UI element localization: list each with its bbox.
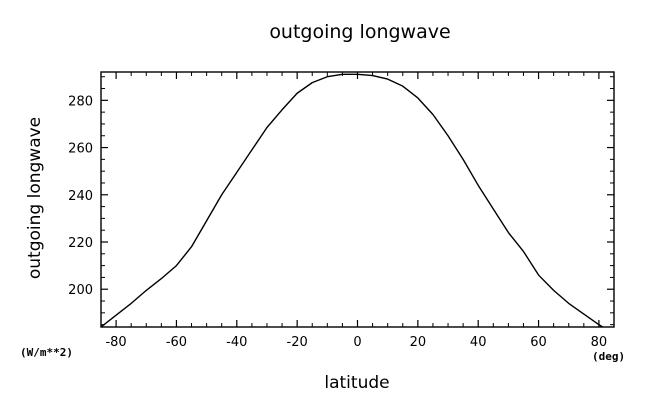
- x-tick-label: -80: [105, 335, 126, 350]
- y-tick-label: 240: [68, 189, 93, 204]
- x-tick-label: 80: [591, 335, 608, 350]
- x-tick-label: -20: [287, 335, 308, 350]
- plot-frame: [100, 71, 615, 328]
- y-axis-label: outgoing longwave: [25, 117, 45, 279]
- chart-title: outgoing longwave: [269, 21, 450, 43]
- y-tick-label: 260: [68, 142, 93, 157]
- x-tick-label: 20: [410, 335, 427, 350]
- y-axis-unit: (W/m**2): [20, 346, 73, 359]
- x-tick-label: 60: [530, 335, 547, 350]
- x-tick-label: 40: [470, 335, 487, 350]
- x-tick-label: 0: [353, 335, 361, 350]
- series-line-1: [101, 73, 605, 327]
- y-tick-label: 280: [68, 94, 93, 109]
- y-tick-label: 200: [68, 283, 93, 298]
- series-layer: [101, 73, 605, 327]
- x-tick-label: -40: [226, 335, 247, 350]
- axes: [100, 71, 615, 328]
- y-tick-label: 220: [68, 236, 93, 251]
- x-tick-label: -60: [166, 335, 187, 350]
- axis-ticks: -80 -60 -40 -20 0 20 40 60 80 200 220 240 260 280: [68, 72, 615, 350]
- x-axis-label: latitude: [324, 373, 389, 393]
- x-axis-unit: (deg): [592, 350, 625, 363]
